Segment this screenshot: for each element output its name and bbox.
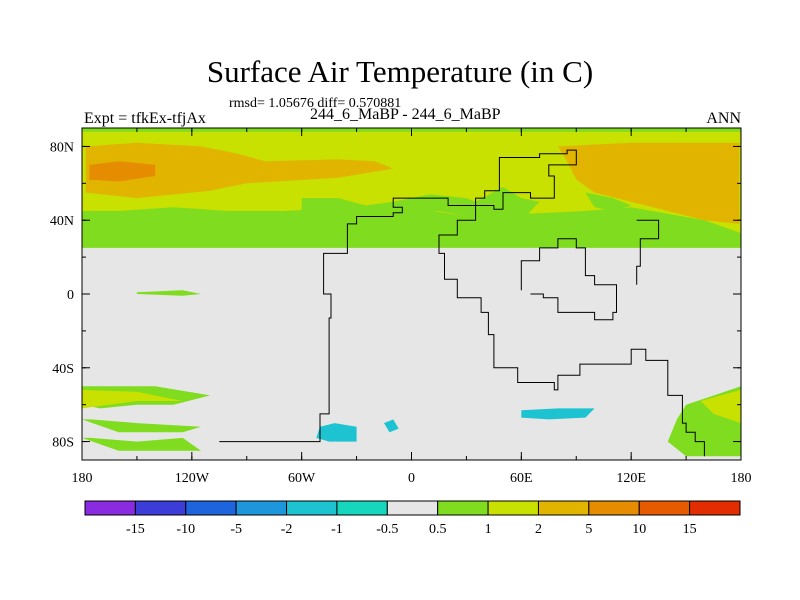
colorbar-swatch [84,500,136,516]
y-tick-label: 80N [50,140,74,155]
stats-line: rmsd= 1.05676 diff= 0.570881 [229,96,402,111]
experiment-label: Expt = tfkEx-tfjAx [84,110,206,127]
colorbar-label: -15 [126,522,145,537]
case-label: 244_6_MaBP - 244_6_MaBP [310,106,501,123]
contour-region [82,419,201,433]
colorbar-label: -2 [281,522,293,537]
colorbar-swatch [537,500,590,516]
contour-region [89,161,156,182]
y-tick-label: 80S [52,436,74,451]
colorbar-swatch [235,500,288,516]
colorbar-label: -1 [331,522,343,537]
x-tick-label: 120W [175,471,210,486]
x-tick-label: 180 [72,471,93,486]
colorbar-label: 15 [683,522,697,537]
colorbar-swatch [487,500,539,516]
y-tick-label: 0 [67,288,74,303]
contour-region [136,290,201,296]
colorbar-swatch [286,500,338,516]
colorbar-label: -5 [230,522,242,537]
contour-region [85,142,394,199]
contour-region [521,408,595,420]
colorbar-label: -10 [176,522,195,537]
colorbar-label: 5 [585,522,592,537]
contour-region [301,187,540,224]
season-label: ANN [706,110,741,127]
contour-region [82,389,183,409]
colorbar-swatch [638,500,691,516]
contour-region [557,142,740,224]
contour-region [585,192,632,211]
colorbar-swatch [185,500,237,516]
contour-region [82,437,201,451]
colorbar-swatch [386,500,439,516]
coastline [219,149,705,457]
colorbar-label: 1 [485,522,492,537]
colorbar-swatch [134,500,187,516]
colorbar-label: 0.5 [429,522,447,537]
coastline [520,238,617,321]
colorbar-label: 2 [535,522,542,537]
coastline [636,219,660,285]
y-tick-label: 40N [50,214,74,229]
colorbar-swatch [437,500,489,516]
colorbar-label: 10 [632,522,646,537]
x-tick-label: 180 [731,471,752,486]
colorbar-label: -0.5 [376,522,398,537]
y-tick-label: 40S [52,362,74,377]
colorbar-swatch [588,500,640,516]
x-tick-label: 0 [408,471,415,486]
x-tick-label: 60W [288,471,316,486]
contour-region [700,389,741,424]
x-tick-label: 60E [510,471,533,486]
contour-region [316,423,357,442]
chart-title: Surface Air Temperature (in C) [206,54,594,89]
contour-region [384,419,399,433]
colorbar-swatch [336,500,388,516]
x-tick-label: 120E [616,471,646,486]
colorbar-swatch [689,500,741,516]
